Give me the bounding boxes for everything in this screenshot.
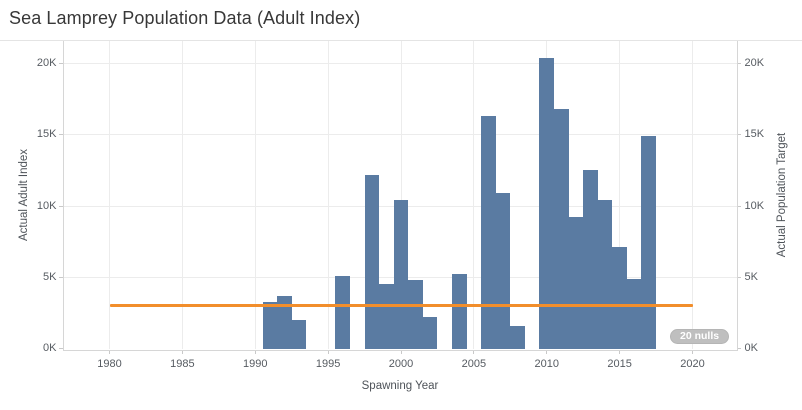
- x-tick-mark: [692, 349, 693, 354]
- bar-2006[interactable]: [481, 116, 496, 350]
- bar-2014[interactable]: [597, 200, 613, 350]
- horizontal-gridline: [63, 134, 737, 136]
- y-tick-mark-left: [58, 276, 63, 278]
- bar-1991[interactable]: [262, 301, 278, 350]
- x-axis-line: [62, 349, 738, 351]
- vertical-gridline: [400, 41, 402, 349]
- y-tick-label-right: 20K: [744, 56, 765, 69]
- x-tick-label: 2015: [607, 358, 632, 370]
- vertical-gridline: [473, 41, 475, 349]
- y-axis-line-right: [736, 41, 738, 350]
- y-axis-line-left: [62, 41, 64, 350]
- y-tick-mark-right: [736, 62, 741, 64]
- y-tick-mark-right: [736, 276, 741, 278]
- y-axis-title-left: Actual Adult Index: [18, 148, 30, 242]
- y-tick-mark-right: [736, 348, 741, 350]
- x-tick-label: 1990: [243, 358, 268, 370]
- y-tick-label-left: 5K: [43, 270, 57, 283]
- bar-2004[interactable]: [452, 274, 467, 350]
- vertical-gridline: [109, 41, 110, 349]
- horizontal-gridline: [63, 62, 737, 64]
- x-tick-mark: [181, 349, 183, 354]
- y-tick-mark-left: [58, 134, 63, 136]
- y-tick-label-left: 20K: [36, 56, 57, 69]
- target-reference-line[interactable]: [109, 304, 693, 308]
- bar-2008[interactable]: [510, 325, 525, 350]
- bar-2012[interactable]: [568, 217, 584, 350]
- bar-2015[interactable]: [612, 247, 627, 350]
- bar-1998[interactable]: [364, 174, 380, 350]
- x-tick-label: 1985: [170, 358, 195, 370]
- x-tick-mark: [400, 349, 402, 354]
- bar-2007[interactable]: [495, 193, 511, 350]
- y-tick-label-left: 0K: [43, 342, 57, 355]
- bar-2016[interactable]: [626, 278, 642, 350]
- plot-top-border: [0, 40, 802, 41]
- y-tick-mark-right: [736, 205, 741, 207]
- y-tick-mark-right: [736, 134, 741, 136]
- y-tick-label-left: 10K: [36, 199, 57, 212]
- y-tick-label-right: 10K: [744, 199, 765, 212]
- y-tick-label-right: 15K: [744, 128, 765, 141]
- null-indicator-badge[interactable]: 20 nulls: [670, 329, 730, 344]
- vertical-gridline: [327, 41, 329, 349]
- bar-2017[interactable]: [641, 136, 657, 350]
- x-axis-title: Spawning Year: [361, 380, 439, 392]
- y-tick-mark-left: [58, 348, 63, 350]
- bar-1996[interactable]: [335, 275, 350, 350]
- bar-2011[interactable]: [554, 109, 569, 350]
- x-tick-label: 1980: [97, 358, 122, 370]
- bar-2013[interactable]: [583, 170, 598, 350]
- y-tick-mark-left: [58, 62, 63, 64]
- bar-2001[interactable]: [408, 280, 423, 350]
- bar-1999[interactable]: [379, 284, 394, 350]
- x-tick-label: 2010: [534, 358, 559, 370]
- y-tick-label-right: 0K: [744, 342, 758, 355]
- bar-2002[interactable]: [422, 317, 438, 350]
- x-tick-mark: [109, 349, 110, 354]
- bar-1992[interactable]: [277, 295, 292, 350]
- x-tick-label: 2000: [388, 358, 414, 370]
- vertical-gridline: [181, 41, 183, 349]
- x-tick-label: 2020: [680, 358, 705, 370]
- y-tick-mark-left: [58, 205, 63, 207]
- vertical-gridline: [692, 41, 693, 349]
- x-tick-mark: [327, 349, 329, 354]
- y-tick-label-right: 5K: [744, 270, 758, 283]
- x-tick-mark: [473, 349, 475, 354]
- bar-2000[interactable]: [393, 200, 409, 350]
- x-tick-mark: [254, 349, 256, 354]
- bar-1993[interactable]: [291, 320, 307, 350]
- vertical-gridline: [254, 41, 256, 349]
- y-axis-title-right: Actual Population Target: [776, 132, 788, 258]
- x-tick-label: 2005: [461, 358, 487, 370]
- x-tick-mark: [546, 349, 548, 354]
- x-tick-mark: [619, 349, 621, 354]
- y-tick-label-left: 15K: [36, 128, 57, 141]
- vertical-gridline: [619, 41, 621, 349]
- x-tick-label: 1995: [315, 358, 341, 370]
- chart-title: Sea Lamprey Population Data (Adult Index…: [9, 8, 361, 28]
- bar-2010[interactable]: [539, 57, 555, 350]
